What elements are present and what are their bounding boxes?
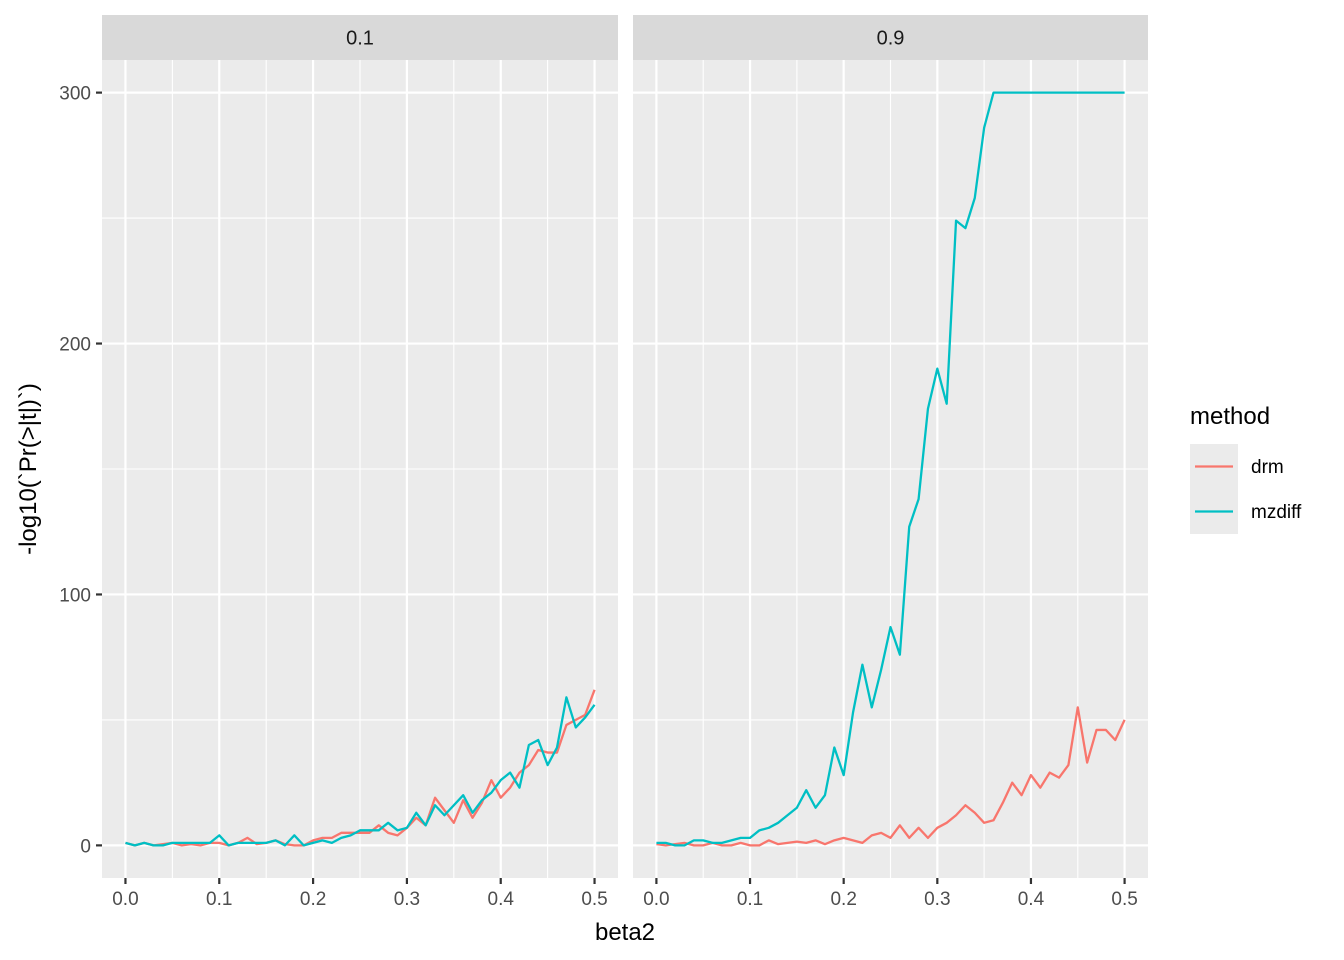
- y-tick-label: 300: [59, 84, 91, 105]
- y-tick-label: 100: [59, 585, 91, 606]
- x-tick-label: 0.0: [643, 889, 669, 910]
- facet-strip: [633, 15, 1148, 60]
- legend: method drm mzdiff: [1190, 403, 1302, 534]
- facet-panel-0-9: 0.9 0.0 0.1 0.2 0.3 0.4 0.5: [633, 15, 1148, 910]
- series-line-drm-panel-0-9: [656, 706, 1126, 847]
- x-tick-label: 0.1: [206, 889, 232, 910]
- legend-title: method: [1190, 403, 1270, 430]
- series-line-mzdiff-panel-0-1: [125, 696, 596, 847]
- x-tick-label: 0.3: [394, 889, 420, 910]
- x-tick-label: 0.4: [488, 889, 515, 910]
- facet-strip-label: 0.1: [346, 28, 374, 50]
- facet-strip: [102, 15, 618, 60]
- legend-label-drm: drm: [1251, 457, 1284, 478]
- y-axis-title: -log10(`Pr(>|t|)`): [15, 383, 42, 555]
- x-tick-label: 0.5: [1111, 889, 1137, 910]
- series-line-drm-panel-0-1: [125, 689, 596, 847]
- x-tick-label: 0.0: [112, 889, 138, 910]
- x-tick-label: 0.1: [737, 889, 763, 910]
- x-tick-label: 0.3: [924, 889, 950, 910]
- facet-panel-0-1: 0.1 0.0 0.1 0.2 0.3 0.4 0.5 0 100 200 300: [59, 15, 618, 910]
- legend-label-mzdiff: mzdiff: [1251, 502, 1302, 523]
- y-tick-label: 0: [80, 836, 91, 857]
- x-tick-label: 0.2: [300, 889, 326, 910]
- facet-strip-label: 0.9: [877, 28, 905, 50]
- y-tick-label: 200: [59, 335, 91, 356]
- x-tick-label: 0.5: [581, 889, 607, 910]
- x-axis-title: beta2: [595, 919, 655, 946]
- x-tick-label: 0.4: [1018, 889, 1045, 910]
- series-line-mzdiff-panel-0-9: [656, 91, 1125, 847]
- x-tick-label: 0.2: [830, 889, 856, 910]
